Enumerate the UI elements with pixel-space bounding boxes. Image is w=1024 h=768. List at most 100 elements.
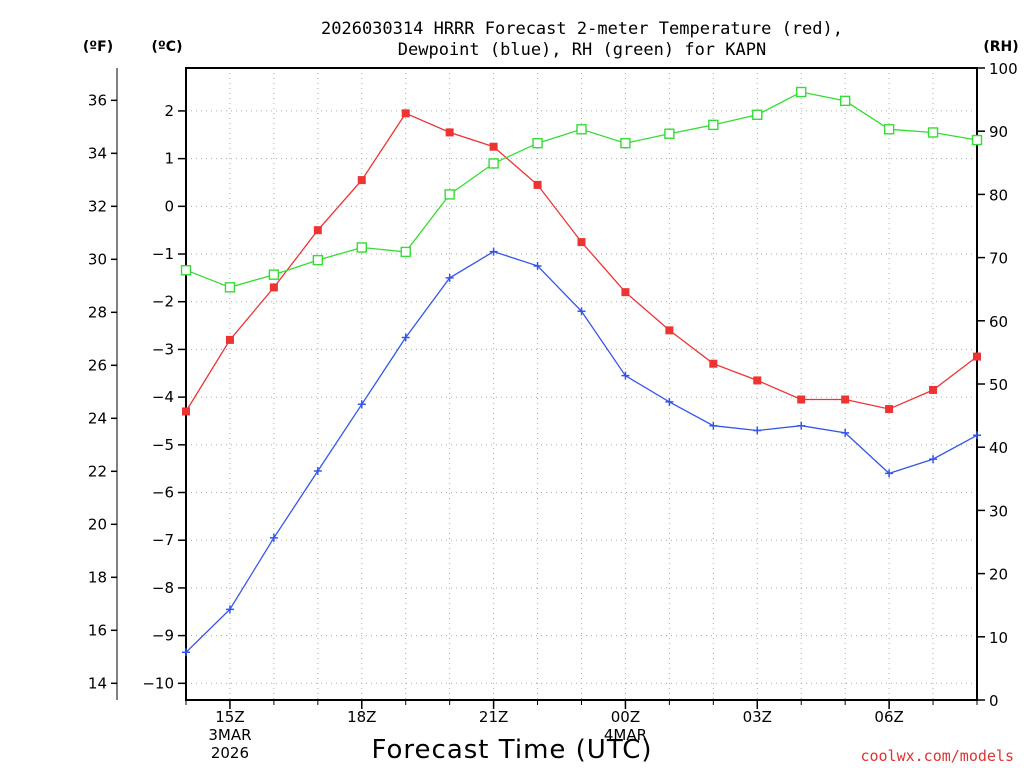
rh-point [532,138,543,149]
rh-tick-label: 20 [989,566,1008,584]
fahrenheit-tick-label: 14 [88,674,107,692]
celsius-tick-label: −6 [152,484,174,502]
celsius-tick-label: −8 [152,579,174,597]
fahrenheit-tick-label: 22 [88,462,107,480]
temperature-point [269,283,278,292]
celsius-tick-label: −10 [142,674,174,692]
dewpoint-point [797,421,806,430]
rh-tick-label: 0 [989,692,999,710]
temperature-point [621,288,630,297]
rh-point [664,128,675,139]
dewpoint-point [885,469,894,478]
rh-point [268,269,280,280]
rh-point [576,124,587,135]
dewpoint-point [929,455,938,464]
time-tick-date: 4MAR [604,726,647,744]
temperature-point [357,176,366,185]
rh-tick-label: 10 [989,629,1008,647]
fahrenheit-tick-label: 18 [88,568,107,586]
rh-tick-label: 80 [989,186,1008,204]
rh-point [883,124,895,135]
celsius-tick-label: −2 [152,293,174,311]
temperature-point [885,405,894,414]
temperature-point [313,226,322,235]
rh-tick-label: 40 [989,439,1008,457]
fahrenheit-tick-label: 30 [88,250,107,268]
celsius-tick-label: −4 [152,388,174,406]
fahrenheit-tick-label: 34 [88,144,107,162]
rh-point [796,86,807,98]
temperature-point [182,407,190,416]
time-tick-year: 2026 [211,744,249,762]
rh-axis: 0 10 20 30 40 50 60 70 80 90 100 [977,60,1018,710]
dewpoint-point [533,261,542,270]
fahrenheit-tick-label: 26 [88,356,107,374]
temperature-point [577,238,586,247]
temperature-point [665,326,674,335]
credit-text: coolwx.com/models [860,747,1014,765]
temperature-point [401,109,410,118]
dewpoint-point [489,247,498,256]
dewpoint-point [709,421,718,430]
rh-tick-label: 100 [989,60,1018,78]
dewpoint-point [621,371,630,380]
temperature-point [797,395,806,404]
rh-tick-label: 50 [989,376,1008,394]
time-tick-label: 21Z [479,708,508,726]
time-tick-date: 3MAR [208,726,251,744]
rh-point [839,95,851,107]
rh-tick-label: 60 [989,313,1008,331]
temperature-point [489,142,498,151]
temperature-point [973,352,981,361]
chart-title-line1: 2026030314 HRRR Forecast 2-meter Tempera… [321,19,843,39]
rh-point [971,134,983,146]
rh-point [927,127,939,138]
rh-point [224,282,236,293]
time-tick-label: 15Z [215,708,244,726]
dewpoint-point [401,333,410,342]
dewpoint-point [445,273,454,282]
temperature-point [225,335,234,344]
rh-unit-label: (RH) [983,39,1018,55]
dewpoint-point [973,431,981,440]
dewpoint-point [269,533,278,542]
rh-point [488,158,499,169]
celsius-tick-label: −1 [152,245,174,263]
rh-point [312,254,324,266]
temperature-point [841,395,850,404]
rh-point [180,265,192,276]
temperature-point [533,180,542,189]
time-tick-label: 06Z [874,708,903,726]
rh-point [356,242,367,253]
fahrenheit-axis: 14 16 18 20 22 24 26 28 30 32 34 36 [88,68,118,700]
rh-point [444,189,455,200]
temperature-point [929,385,938,394]
rh-point [708,119,719,131]
celsius-unit-label: (ºC) [152,39,183,55]
temperature-point [709,359,718,368]
celsius-tick-label: 1 [164,150,174,168]
temperature-point [753,376,762,385]
series-layer [180,86,983,657]
grid-lines [186,68,977,700]
dewpoint-point [313,467,322,476]
fahrenheit-unit-label: (ºF) [83,39,113,55]
fahrenheit-tick-label: 36 [88,91,107,109]
dewpoint-point [357,400,366,409]
dewpoint-point [753,426,762,435]
time-tick-label: 00Z [611,708,640,726]
celsius-tick-label: −7 [152,531,174,549]
plot-area-frame [185,67,978,701]
time-tick-label: 03Z [743,708,772,726]
rh-point [752,109,763,120]
celsius-tick-label: −3 [152,340,174,358]
time-tick-label: 18Z [347,708,376,726]
rh-point [620,138,631,149]
rh-tick-label: 30 [989,502,1008,520]
fahrenheit-tick-label: 20 [88,515,107,533]
dewpoint-point [225,605,234,614]
dewpoint-point [182,648,190,657]
x-axis-label: Forecast Time (UTC) [371,735,652,765]
